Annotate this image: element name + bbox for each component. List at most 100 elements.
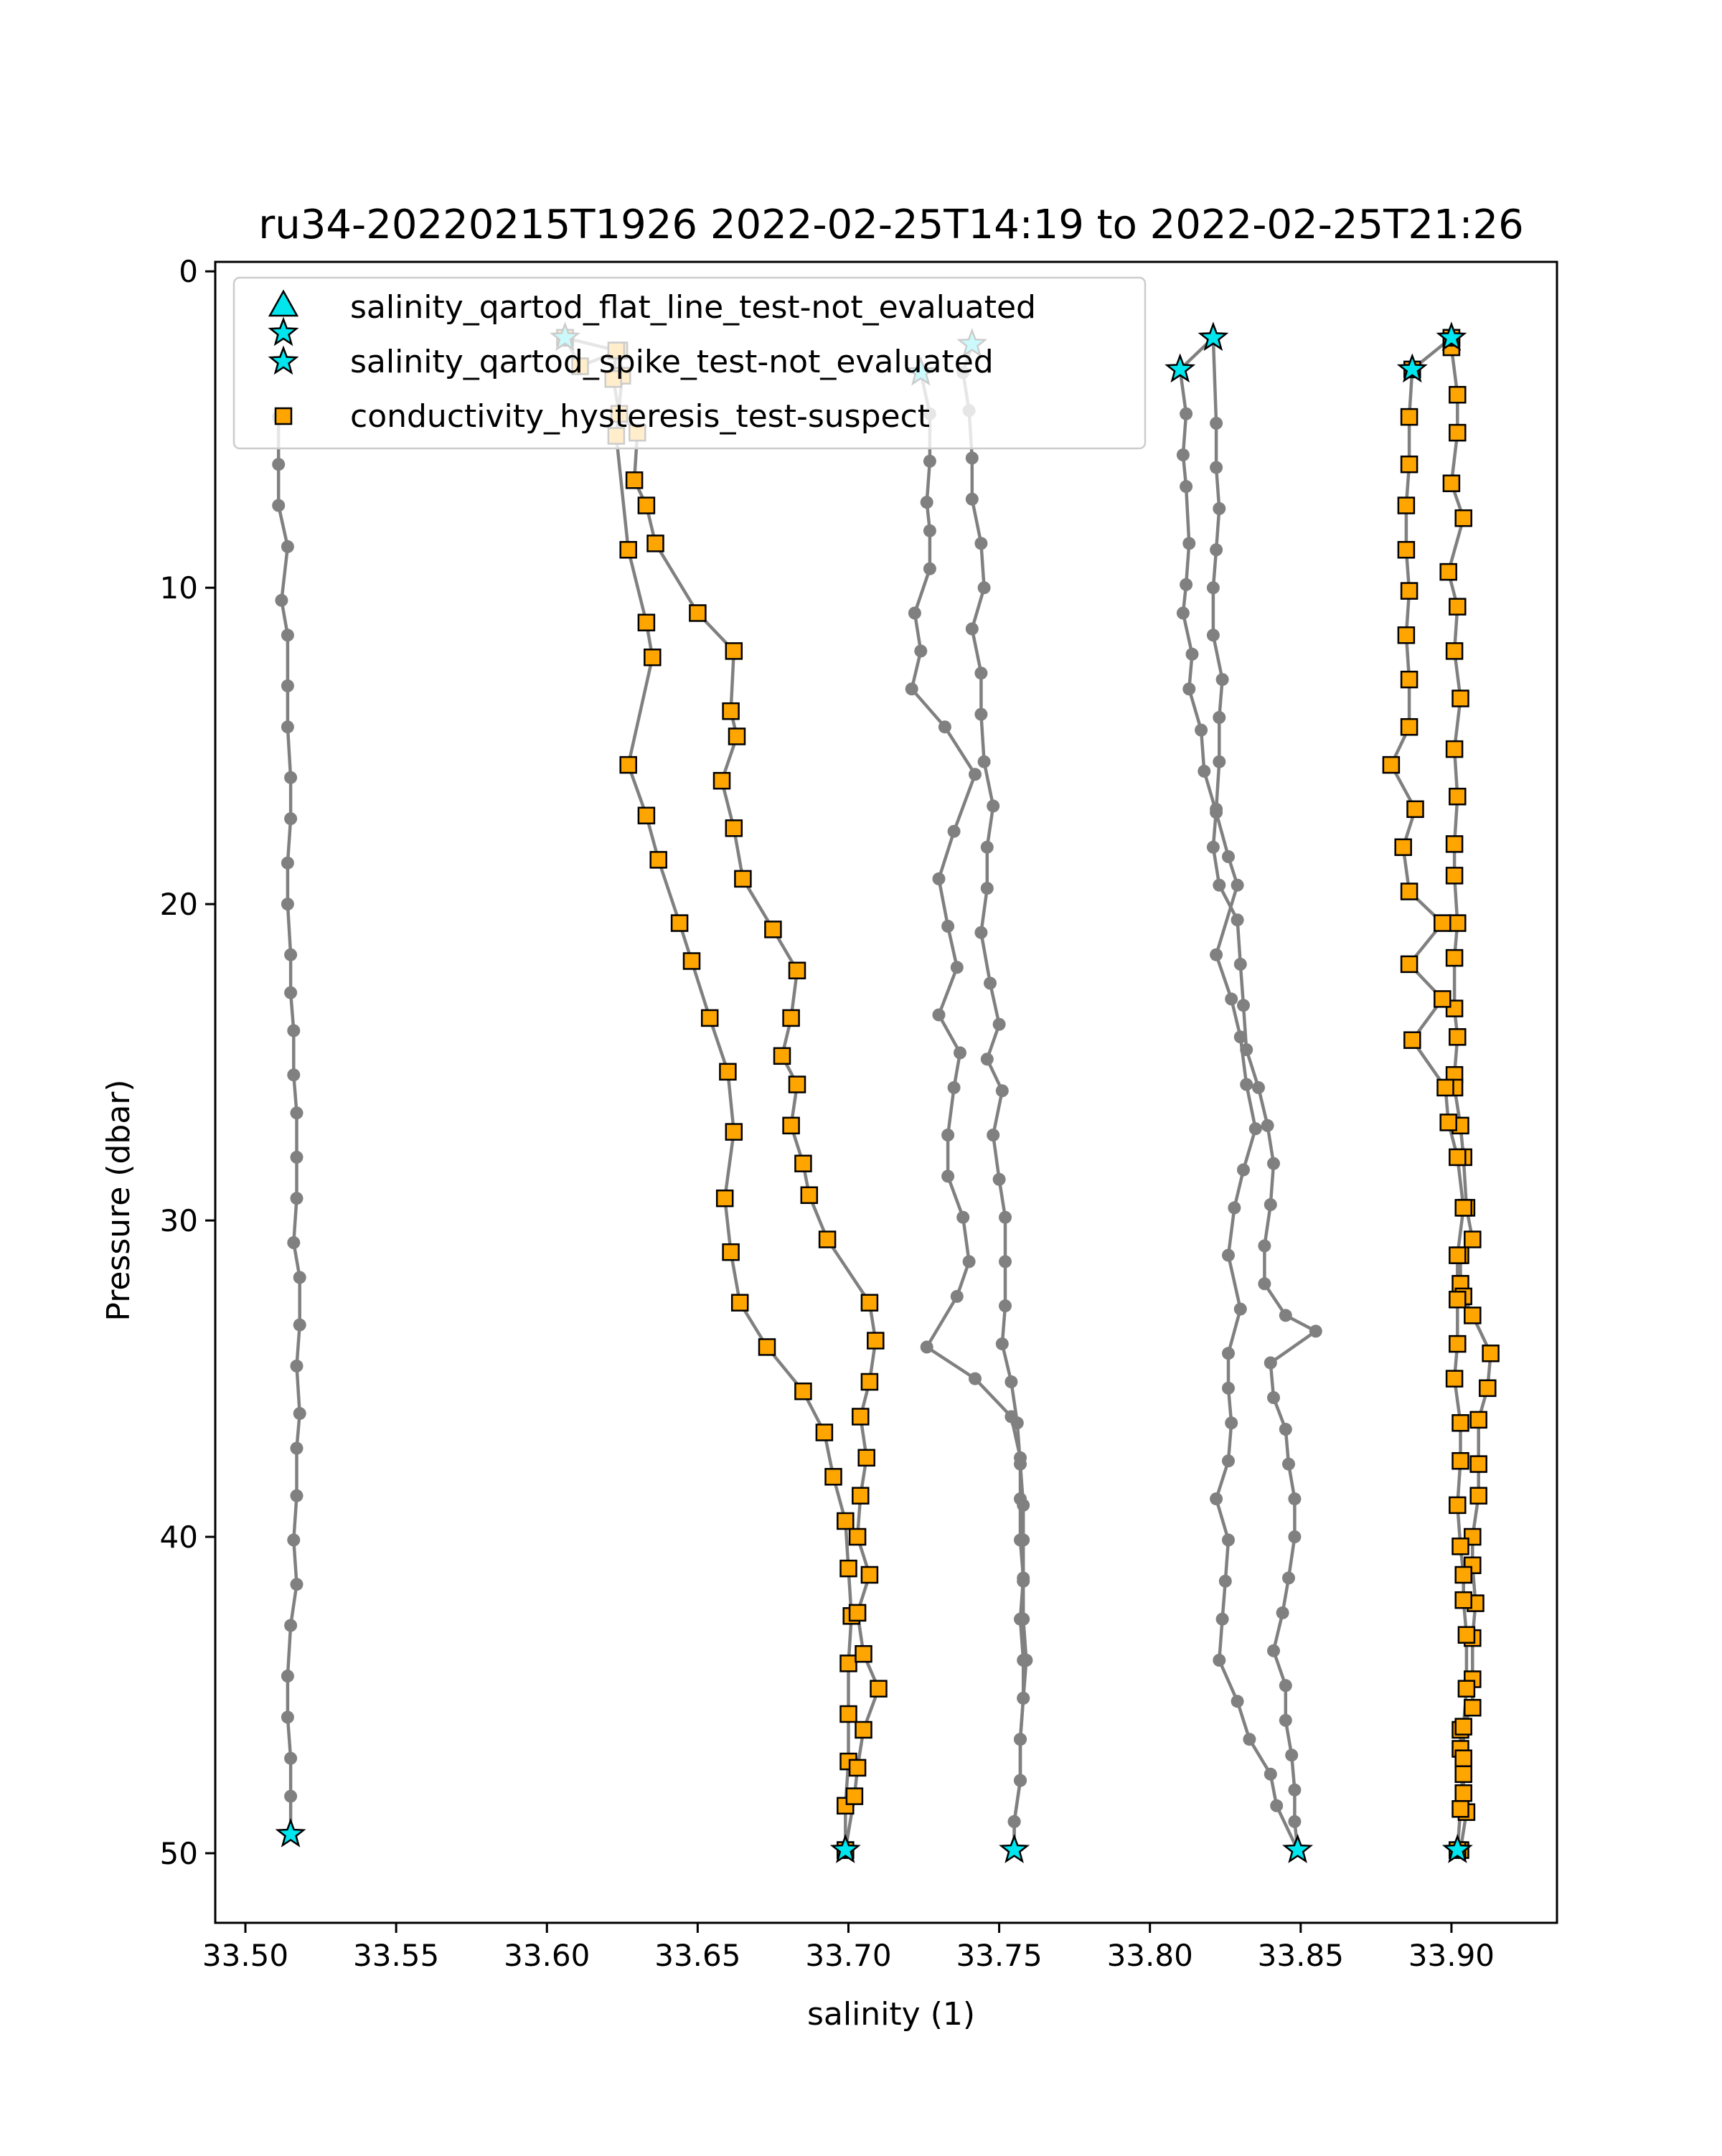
suspect-square-marker <box>649 851 667 869</box>
data-point <box>954 1046 966 1060</box>
data-point <box>1180 407 1193 420</box>
suspect-square-marker <box>839 1705 857 1723</box>
suspect-square-marker <box>1464 1698 1482 1717</box>
data-point <box>1176 606 1190 620</box>
suspect-square-marker <box>794 1154 812 1172</box>
data-point <box>905 682 918 696</box>
data-point <box>284 1789 298 1803</box>
x-tick-label: 33.50 <box>202 1938 288 1973</box>
data-point <box>1276 1606 1289 1619</box>
data-point <box>1222 1533 1235 1547</box>
data-point <box>920 1340 933 1354</box>
data-point <box>1213 711 1226 724</box>
data-point <box>281 1710 294 1724</box>
data-point <box>932 1008 946 1022</box>
data-point <box>284 812 298 826</box>
suspect-square-marker <box>1449 423 1467 442</box>
data-point <box>1182 537 1196 550</box>
data-point <box>1267 1644 1280 1657</box>
suspect-square-marker <box>1406 800 1424 819</box>
data-point <box>284 1619 298 1632</box>
data-point <box>1210 1492 1223 1506</box>
data-point <box>275 593 288 607</box>
suspect-square-marker <box>722 1243 740 1261</box>
data-point <box>284 986 298 999</box>
data-point <box>1206 629 1220 642</box>
legend-box <box>232 276 1147 450</box>
suspect-square-marker <box>764 921 782 938</box>
data-point <box>1225 992 1238 1006</box>
y-tick-label: 10 <box>160 570 198 606</box>
data-point <box>969 768 982 781</box>
suspect-square-marker <box>1449 1496 1467 1515</box>
suspect-square-marker <box>1454 509 1472 527</box>
y-tick-label: 0 <box>179 254 198 289</box>
data-point <box>1233 957 1247 971</box>
data-point <box>938 720 951 734</box>
data-point <box>281 629 294 642</box>
data-point <box>284 948 298 961</box>
profile-line <box>1211 337 1319 1850</box>
suspect-square-marker <box>1469 1455 1487 1473</box>
suspect-square-marker <box>848 1759 867 1777</box>
data-point <box>1240 1043 1253 1056</box>
suspect-square-marker <box>815 1423 834 1441</box>
data-point <box>272 458 286 471</box>
data-point <box>1288 1492 1302 1506</box>
suspect-square-marker <box>1400 882 1418 900</box>
suspect-square-marker <box>1442 474 1461 492</box>
data-point <box>977 581 991 595</box>
data-point <box>1004 1375 1018 1388</box>
data-point <box>950 1289 964 1303</box>
suspect-square-marker <box>852 1408 870 1426</box>
data-point <box>1279 1423 1292 1436</box>
suspect-square-marker <box>722 702 740 720</box>
suspect-square-marker <box>782 1009 800 1027</box>
data-point <box>941 920 955 933</box>
data-point <box>1218 1574 1232 1588</box>
data-point <box>281 856 294 870</box>
data-point <box>1279 1679 1292 1693</box>
data-point <box>1010 1416 1024 1430</box>
data-point <box>281 1670 294 1683</box>
suspect-square-marker <box>1445 835 1464 853</box>
data-point <box>1020 1654 1033 1667</box>
suspect-square-marker <box>1400 455 1418 474</box>
suspect-square-marker <box>852 1487 870 1505</box>
data-point <box>965 451 979 465</box>
suspect-square-marker <box>818 1230 837 1248</box>
suspect-square-marker <box>1449 1028 1467 1046</box>
data-point <box>1237 1163 1250 1177</box>
data-point <box>999 1255 1012 1268</box>
data-point <box>1258 1239 1271 1253</box>
data-point <box>1180 480 1193 494</box>
y-tick-label: 30 <box>160 1203 198 1238</box>
x-axis-label: salinity (1) <box>807 1996 975 2033</box>
data-point <box>956 1210 970 1224</box>
suspect-square-marker <box>788 1075 806 1093</box>
suspect-square-marker <box>867 1332 885 1350</box>
data-point <box>1288 1783 1302 1797</box>
data-point <box>987 799 1000 813</box>
data-point <box>1017 1612 1030 1626</box>
data-point <box>995 1084 1009 1098</box>
suspect-square-marker <box>1479 1379 1497 1398</box>
suspect-square-marker <box>870 1680 888 1698</box>
suspect-square-marker <box>782 1116 800 1135</box>
suspect-square-marker <box>1394 838 1412 857</box>
suspect-square-marker <box>848 1604 867 1622</box>
data-point <box>914 644 928 658</box>
data-point <box>1215 1612 1229 1626</box>
data-point <box>1210 461 1223 474</box>
data-point <box>1279 1309 1292 1322</box>
suspect-square-marker <box>848 1527 867 1546</box>
data-point <box>1222 1381 1235 1395</box>
suspect-square-marker <box>1452 1414 1469 1432</box>
data-point <box>281 720 294 734</box>
data-point <box>290 1489 304 1502</box>
spike-markers-9 <box>1396 353 1473 1863</box>
suspect-square-marker <box>1469 1411 1487 1429</box>
data-point <box>1267 1157 1280 1170</box>
suspect-square-marker <box>725 642 743 660</box>
